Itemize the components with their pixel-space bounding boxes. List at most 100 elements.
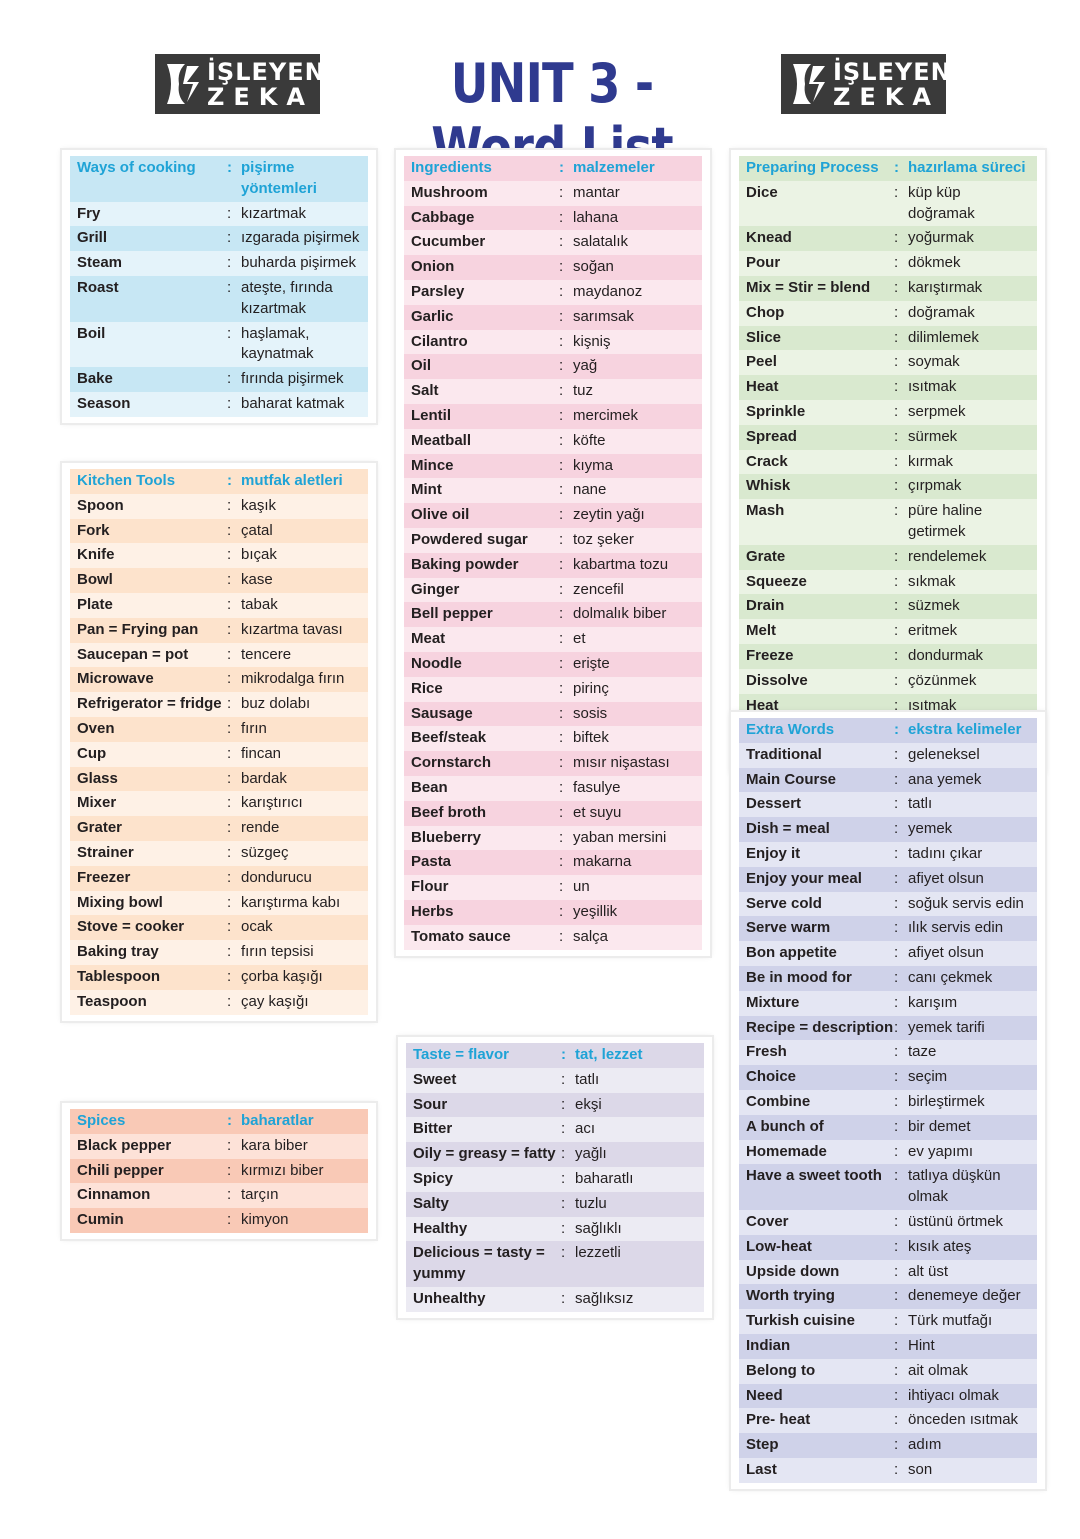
word-turkish: nane: [573, 481, 607, 499]
word-row: Oily = greasy = fatty: yağlı: [406, 1142, 704, 1167]
separator-colon: :: [559, 307, 564, 325]
separator-colon: :: [227, 254, 232, 272]
word-turkish: süzgeç: [241, 843, 289, 861]
word-english: Cover: [746, 1212, 789, 1230]
separator-colon: :: [559, 630, 564, 648]
word-english: Dish = meal: [746, 820, 830, 838]
word-turkish: ev yapımı: [908, 1142, 974, 1160]
word-english: Onion: [411, 258, 455, 276]
word-row: Tomato sauce: salça: [404, 924, 702, 950]
word-row: Garlic: sarımsak: [404, 304, 702, 330]
word-row: Blueberry: yaban mersini: [404, 825, 702, 851]
separator-colon: :: [227, 620, 232, 638]
separator-colon: :: [227, 992, 232, 1010]
separator-colon: :: [561, 1219, 566, 1237]
brand-logo-line1: İŞLEYEN: [833, 58, 952, 86]
separator-colon: :: [559, 605, 564, 623]
separator-colon: :: [227, 546, 232, 564]
separator-colon: :: [559, 357, 564, 375]
word-turkish: toz şeker: [573, 530, 634, 548]
word-english: Ginger: [411, 580, 460, 598]
word-row: Rice: pirinç: [404, 676, 702, 702]
word-turkish: rendelemek: [908, 547, 987, 565]
separator-colon: :: [894, 1436, 899, 1454]
word-row: Step: adım: [739, 1433, 1037, 1458]
word-row: Enjoy your meal: afiyet olsun: [739, 866, 1037, 892]
word-row: Grater: rende: [70, 816, 368, 841]
word-english: Beef broth: [411, 803, 486, 821]
separator-colon: :: [561, 1120, 566, 1138]
word-english: Enjoy it: [746, 844, 801, 862]
word-row: Knead: yoğurmak: [739, 226, 1037, 252]
word-turkish: bıçak: [241, 546, 277, 564]
word-english: Turkish cuisine: [746, 1312, 855, 1330]
word-english: Homemade: [746, 1142, 827, 1160]
word-english: Steam: [77, 254, 123, 272]
word-row: Season: baharat katmak: [70, 391, 368, 417]
word-turkish: karıştırmak: [908, 278, 983, 296]
word-turkish: sosis: [573, 704, 608, 722]
page-header: İŞLEYEN ZEKA UNIT 3 - Word List İŞLEYEN …: [0, 52, 1080, 179]
word-turkish: çatal: [241, 521, 273, 539]
word-turkish: sürmek: [908, 427, 958, 445]
word-english: Baking powder: [411, 555, 519, 573]
word-row: Bake: fırında pişirmek: [70, 367, 368, 392]
word-row: Oil: yağ: [404, 354, 702, 380]
word-row: Melt: eritmek: [739, 619, 1037, 644]
brand-logo-right: İŞLEYEN ZEKA: [781, 54, 951, 114]
word-row: Bell pepper: dolmalık biber: [404, 602, 702, 628]
word-row: Dice: küp küp doğramak: [739, 180, 1037, 227]
word-row: Glass: bardak: [70, 766, 368, 792]
word-turkish: serpmek: [908, 402, 966, 420]
word-turkish: taze: [908, 1043, 937, 1061]
word-english: Squeeze: [746, 572, 807, 590]
separator-colon: :: [227, 204, 232, 222]
separator-colon: :: [227, 1161, 232, 1179]
word-row: Serve cold: soğuk servis edin: [739, 891, 1037, 917]
word-row: Cover: üstünü örtmek: [739, 1209, 1037, 1235]
word-row: Cumin: kimyon: [70, 1208, 368, 1233]
word-row: Pasta: makarna: [404, 850, 702, 876]
word-english: Peel: [746, 353, 777, 371]
word-english: Last: [746, 1460, 777, 1478]
section-title-tr: malzemeler: [573, 159, 655, 176]
separator-colon: :: [559, 506, 564, 524]
word-turkish: lezzetli: [575, 1244, 621, 1262]
separator-colon: :: [894, 1043, 899, 1061]
separator-colon: :: [559, 233, 564, 251]
word-english: Heat: [746, 378, 779, 396]
word-turkish: buharda pişirmek: [241, 254, 357, 272]
word-turkish: baharatlı: [575, 1169, 634, 1187]
separator-colon: :: [894, 572, 899, 590]
word-row: Cup: fincan: [70, 741, 368, 767]
word-row: Steam: buharda pişirmek: [70, 251, 368, 276]
separator-colon: :: [227, 967, 232, 985]
word-english: Freeze: [746, 646, 794, 664]
word-row: Slice: dilimlemek: [739, 325, 1037, 351]
word-row: Saucepan = pot: tencere: [70, 642, 368, 668]
word-row: Be in mood for: canı çekmek: [739, 965, 1037, 991]
word-english: Be in mood for: [746, 968, 852, 986]
word-row: Salty: tuzlu: [406, 1191, 704, 1217]
word-turkish: Türk mutfağı: [908, 1312, 993, 1330]
separator-colon: :: [894, 795, 899, 813]
word-turkish: fırın: [241, 719, 267, 737]
separator-colon: :: [894, 278, 899, 296]
brand-logo-line2: ZEKA: [207, 83, 314, 111]
word-turkish: bardak: [241, 769, 287, 787]
word-english: Black pepper: [77, 1136, 172, 1154]
word-row: Bowl: kase: [70, 568, 368, 593]
word-row: Combine: birleştirmek: [739, 1089, 1037, 1115]
word-english: Serve warm: [746, 919, 831, 937]
word-row: Enjoy it: tadını çıkar: [739, 841, 1037, 867]
brand-logo-mark-icon: [167, 64, 199, 104]
brand-logo-mark-icon: [793, 64, 825, 104]
separator-colon: :: [561, 1244, 566, 1262]
word-row: Pan = Frying pan: kızartma tavası: [70, 617, 368, 643]
word-turkish: yağlı: [575, 1145, 607, 1163]
section-header: Preparing Process: hazırlama süreci: [739, 156, 1037, 181]
word-row: Pour: dökmek: [739, 251, 1037, 276]
separator-colon: :: [227, 719, 232, 737]
word-english: Blueberry: [411, 828, 482, 846]
word-english: Chop: [746, 303, 785, 321]
